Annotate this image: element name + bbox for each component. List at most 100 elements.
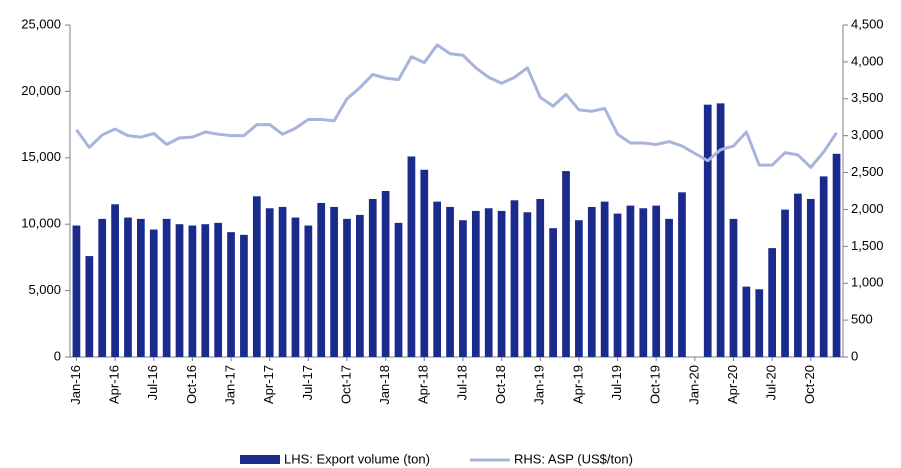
x-tick-label: Jan-16 — [68, 365, 83, 405]
y2-tick-label: 500 — [851, 312, 873, 327]
bar — [265, 208, 274, 357]
bar — [72, 225, 81, 357]
bar — [98, 218, 107, 357]
line — [75, 43, 838, 169]
bar — [613, 213, 622, 357]
bar — [201, 224, 210, 357]
y-tick-label: 5,000 — [28, 282, 61, 297]
y2-tick-label: 3,000 — [851, 127, 884, 142]
bar — [781, 209, 789, 357]
x-tick-label: Jul-18 — [454, 365, 469, 400]
x-tick-label: Jan-19 — [532, 365, 547, 405]
bar — [136, 218, 145, 357]
x-tick-label: Apr-18 — [416, 365, 431, 404]
bar — [85, 256, 94, 357]
bar — [304, 225, 313, 357]
bar — [420, 169, 429, 357]
x-tick-label: Jul-17 — [300, 365, 315, 400]
bar — [252, 196, 261, 357]
x-tick-label: Jul-20 — [764, 365, 779, 400]
x-tick-label: Apr-17 — [261, 365, 276, 404]
bar — [124, 217, 132, 357]
bar — [111, 204, 119, 357]
bar — [149, 229, 158, 357]
bar — [356, 214, 364, 357]
bar — [794, 193, 802, 357]
x-tick-label: Jul-19 — [609, 365, 624, 400]
bar — [742, 286, 751, 357]
bar — [729, 218, 738, 357]
bar — [626, 205, 635, 357]
x-tick-label: Jul-16 — [145, 365, 160, 400]
y-tick-label: 0 — [54, 348, 61, 363]
y2-tick-label: 4,500 — [851, 16, 884, 31]
y2-tick-label: 2,500 — [851, 164, 884, 179]
bar — [446, 206, 454, 357]
bar — [665, 218, 673, 357]
bar — [755, 289, 764, 357]
bar — [381, 191, 390, 357]
y2-tick-label: 1,500 — [851, 238, 884, 253]
bar — [497, 210, 506, 357]
y2-tick-label: 1,000 — [851, 275, 884, 290]
bar — [162, 218, 171, 357]
y-tick-label: 15,000 — [21, 149, 61, 164]
bar — [678, 192, 686, 357]
bar — [368, 198, 377, 357]
y-tick-label: 20,000 — [21, 83, 61, 98]
bar — [291, 217, 300, 357]
bar — [523, 212, 532, 357]
x-tick-label: Apr-19 — [570, 365, 585, 404]
x-tick-label: Apr-20 — [725, 365, 740, 404]
bar — [175, 224, 184, 357]
bar — [433, 201, 442, 357]
bar — [343, 218, 351, 357]
bar — [587, 206, 596, 357]
bar — [394, 222, 403, 357]
bar — [819, 176, 828, 357]
y2-tick-label: 0 — [851, 348, 858, 363]
x-tick-label: Jan-18 — [377, 365, 392, 405]
bar — [459, 220, 467, 357]
bar — [407, 156, 416, 357]
x-tick-label: Oct-20 — [802, 365, 817, 404]
x-tick-label: Oct-19 — [648, 365, 663, 404]
bar — [536, 198, 545, 357]
legend-label: LHS: Export volume (ton) — [284, 451, 430, 466]
x-tick-label: Jan-17 — [222, 365, 237, 405]
bar — [227, 232, 235, 357]
y2-tick-label: 2,000 — [851, 201, 884, 216]
bar — [471, 210, 480, 357]
x-tick-label: Apr-16 — [107, 365, 122, 404]
bar — [716, 103, 725, 358]
x-tick-label: Oct-18 — [493, 365, 508, 404]
bar — [484, 208, 493, 357]
bar — [240, 234, 248, 357]
bar — [652, 205, 661, 357]
x-tick-label: Jan-20 — [686, 365, 701, 405]
bar — [330, 206, 338, 357]
legend-label: RHS: ASP (US$/ton) — [514, 451, 633, 466]
bar — [549, 228, 557, 357]
bar — [278, 206, 287, 357]
bar — [317, 202, 326, 357]
bar — [639, 208, 648, 357]
legend-swatch — [240, 455, 280, 464]
x-tick-label: Oct-17 — [338, 365, 353, 404]
bar — [806, 198, 815, 357]
x-tick-label: Oct-16 — [184, 365, 199, 404]
bar — [510, 200, 519, 357]
bar — [562, 171, 570, 357]
bar — [768, 248, 777, 357]
bar — [832, 153, 841, 357]
y-tick-label: 10,000 — [21, 216, 61, 231]
bar — [188, 225, 197, 357]
bar — [214, 222, 223, 357]
bar — [703, 104, 712, 358]
y-tick-label: 25,000 — [21, 16, 61, 31]
y2-tick-label: 4,000 — [851, 53, 884, 68]
y2-tick-label: 3,500 — [851, 90, 884, 105]
bar — [600, 201, 609, 357]
bar — [575, 220, 583, 357]
